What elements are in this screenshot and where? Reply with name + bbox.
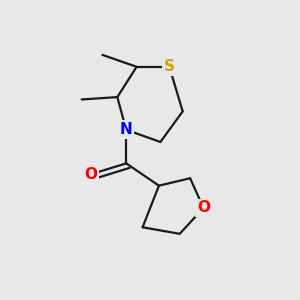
Text: N: N <box>120 122 133 137</box>
Text: O: O <box>197 200 210 215</box>
Text: S: S <box>164 59 175 74</box>
Text: O: O <box>84 167 97 182</box>
